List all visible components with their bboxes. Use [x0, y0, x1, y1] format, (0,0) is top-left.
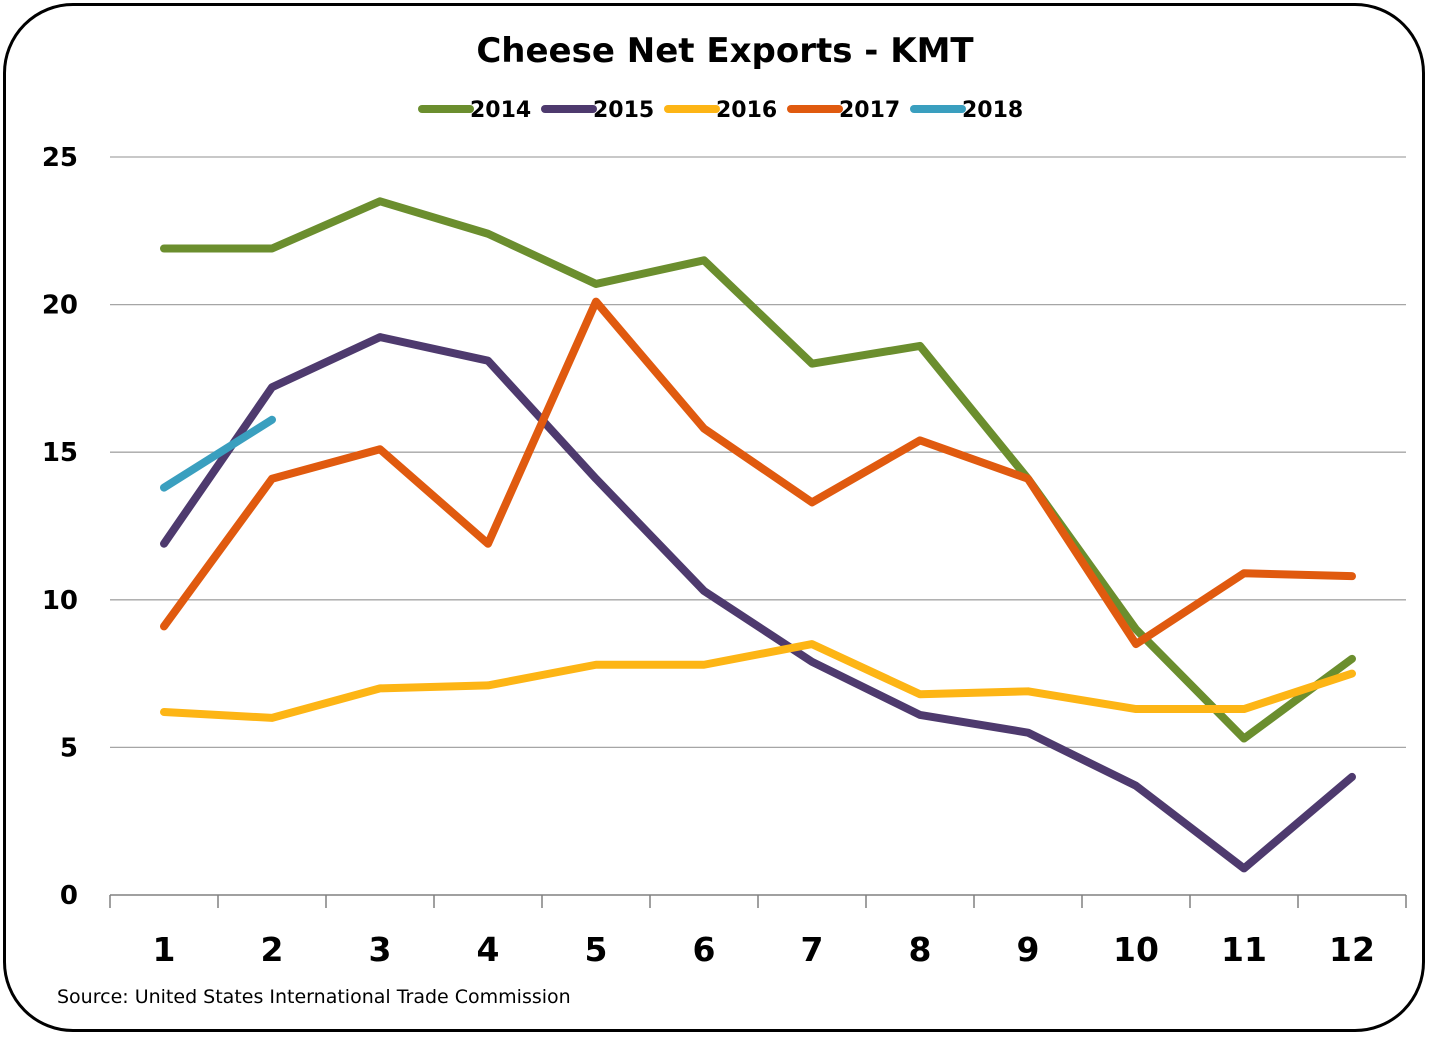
chart-title: Cheese Net Exports - KMT — [476, 31, 974, 71]
y-tick-label: 5 — [60, 733, 78, 763]
x-tick-label: 8 — [909, 930, 932, 969]
series-line-2014 — [160, 197, 1356, 743]
x-tick-label: 3 — [369, 930, 392, 969]
x-tick-label: 9 — [1017, 930, 1040, 969]
legend-label-2015: 2015 — [593, 98, 654, 123]
series-line-2017 — [160, 297, 1356, 649]
x-tick-label: 2 — [261, 930, 284, 969]
series-line-2015 — [160, 333, 1356, 873]
series-line-2018 — [160, 415, 276, 492]
source-note: Source: United States International Trad… — [57, 986, 571, 1008]
y-tick-label: 20 — [42, 291, 78, 321]
legend-label-2016: 2016 — [716, 98, 777, 123]
y-tick-label: 10 — [42, 586, 78, 616]
legend-label-2018: 2018 — [962, 98, 1023, 123]
x-tick-label: 7 — [801, 930, 824, 969]
x-tick-label: 1 — [153, 930, 176, 969]
x-tick-label: 6 — [693, 930, 716, 969]
x-tick-label: 5 — [585, 930, 608, 969]
x-tick-label: 10 — [1113, 930, 1159, 969]
legend-label-2017: 2017 — [839, 98, 900, 123]
chart-frame — [3, 3, 1425, 1032]
y-tick-label: 15 — [42, 438, 78, 468]
legend-label-2014: 2014 — [470, 98, 531, 123]
series-line-2016 — [160, 640, 1356, 722]
x-tick-label: 4 — [477, 930, 500, 969]
x-tick-label: 11 — [1221, 930, 1267, 969]
y-tick-label: 25 — [42, 143, 78, 173]
y-tick-label: 0 — [60, 881, 78, 911]
x-tick-label: 12 — [1329, 930, 1375, 969]
